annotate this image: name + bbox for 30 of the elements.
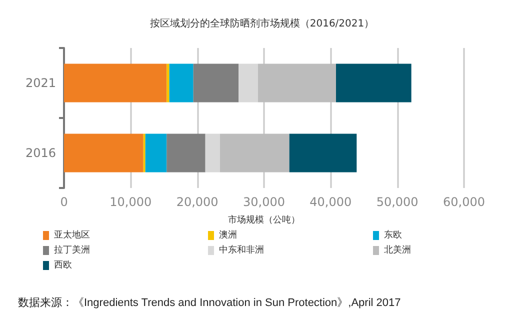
bar	[238, 64, 258, 102]
x-tick-label: 60,000	[443, 195, 485, 209]
x-tick-label: 20,000	[176, 195, 218, 209]
bar	[64, 134, 144, 172]
x-tick-label: 0	[60, 195, 68, 209]
bar	[169, 64, 194, 102]
legend-label: 拉丁美洲	[54, 244, 90, 256]
source-note: 数据来源：《Ingredients Trends and Innovation in Sun Protection》,April 2017	[18, 296, 401, 309]
legend-label: 澳洲	[219, 230, 237, 240]
bar	[336, 64, 412, 102]
bar	[289, 134, 357, 172]
x-tick-label: 10,000	[110, 195, 152, 209]
x-axis-title: 市场规模（公吨）	[228, 214, 300, 226]
bar	[64, 64, 167, 102]
x-tick-label: 40,000	[310, 195, 352, 209]
bar	[166, 134, 206, 172]
bar	[166, 64, 170, 102]
bar	[145, 134, 167, 172]
legend-label: 西欧	[54, 260, 72, 270]
x-tick-label: 50,000	[376, 195, 418, 209]
bar	[193, 64, 239, 102]
legend-label: 中东和非洲	[219, 244, 264, 256]
legend-label: 亚太地区	[54, 230, 90, 240]
chart-title: 按区域划分的全球防晒剂市场规模（2016/2021）	[150, 18, 374, 30]
legend-label: 北美洲	[384, 244, 411, 256]
x-tick-label: 30,000	[243, 195, 285, 209]
legend-label: 东欧	[384, 230, 402, 240]
y-tick-label: 2021	[25, 76, 56, 90]
y-tick-label: 2016	[25, 146, 56, 160]
bar	[205, 134, 220, 172]
